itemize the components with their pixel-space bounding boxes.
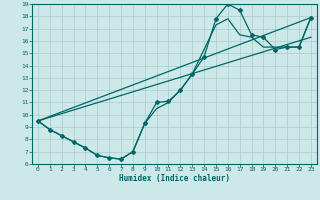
X-axis label: Humidex (Indice chaleur): Humidex (Indice chaleur) xyxy=(119,174,230,183)
